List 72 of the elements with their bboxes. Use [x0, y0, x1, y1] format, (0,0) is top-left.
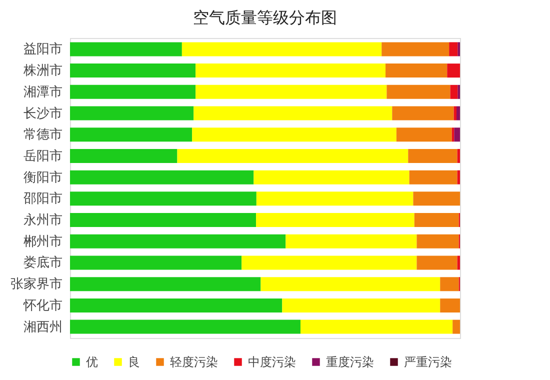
bar — [182, 42, 382, 56]
bar — [416, 256, 458, 270]
bar — [300, 320, 453, 334]
bar — [70, 128, 192, 142]
y-tick-label: 益阳市 — [24, 42, 62, 58]
y-tick-label: 株洲市 — [22, 64, 62, 79]
bar — [254, 170, 410, 184]
bar — [386, 64, 448, 78]
bar — [256, 213, 414, 228]
legend-label: 轻度污染 — [170, 355, 218, 369]
bar — [382, 42, 450, 56]
legend-label: 中度污染 — [248, 355, 296, 369]
bar — [457, 256, 460, 270]
bar — [414, 213, 459, 228]
bar — [70, 256, 242, 270]
bar — [177, 148, 408, 163]
bar — [242, 256, 417, 270]
bar — [416, 234, 459, 248]
bar — [196, 84, 387, 99]
bar — [409, 170, 458, 184]
bar — [452, 320, 460, 334]
y-tick-label: 郴州市 — [24, 234, 62, 250]
bar — [447, 64, 460, 78]
bar — [70, 277, 261, 292]
bar — [396, 128, 452, 142]
bar — [260, 277, 440, 292]
y-tick-label: 湘潭市 — [24, 84, 62, 100]
bar — [440, 277, 459, 292]
y-tick-label: 张家界市 — [10, 276, 62, 292]
legend-label: 优 — [86, 355, 98, 369]
y-tick-label: 岳阳市 — [24, 148, 62, 164]
bar — [454, 106, 456, 120]
bar — [70, 234, 286, 248]
bar — [192, 128, 396, 142]
chart-title: 空气质量等级分布图 — [193, 8, 337, 27]
bar — [408, 148, 458, 163]
bar — [196, 64, 386, 78]
bar — [392, 106, 454, 120]
bar — [70, 84, 196, 99]
bar — [457, 148, 460, 163]
y-tick-label: 常德市 — [24, 128, 62, 143]
bar — [454, 128, 460, 142]
bar — [449, 42, 458, 56]
y-tick-label: 娄底市 — [24, 256, 62, 271]
legend-label: 良 — [128, 355, 140, 369]
y-tick-label: 长沙市 — [24, 106, 62, 122]
bar — [70, 42, 182, 56]
legend-label: 严重污染 — [404, 355, 452, 369]
bar — [70, 213, 256, 228]
bar — [70, 64, 196, 78]
bar — [286, 234, 417, 248]
bar — [440, 298, 460, 312]
y-tick-label: 衡阳市 — [24, 170, 62, 186]
y-tick-label: 怀化市 — [22, 298, 62, 314]
bar — [282, 298, 440, 312]
bar — [70, 192, 256, 206]
bar — [194, 106, 392, 120]
bar — [256, 192, 414, 206]
bar — [457, 170, 460, 184]
bar — [70, 148, 178, 163]
y-tick-label: 邵阳市 — [24, 192, 62, 207]
y-tick-label: 湘西州 — [24, 320, 62, 335]
bar — [456, 106, 460, 120]
bar — [70, 170, 254, 184]
bar — [386, 84, 450, 99]
bar — [70, 106, 194, 120]
y-tick-label: 永州市 — [24, 212, 62, 228]
bar — [413, 192, 460, 206]
legend-label: 重度污染 — [326, 355, 374, 369]
bar — [450, 84, 458, 99]
bar — [70, 298, 282, 312]
bar — [70, 320, 300, 334]
